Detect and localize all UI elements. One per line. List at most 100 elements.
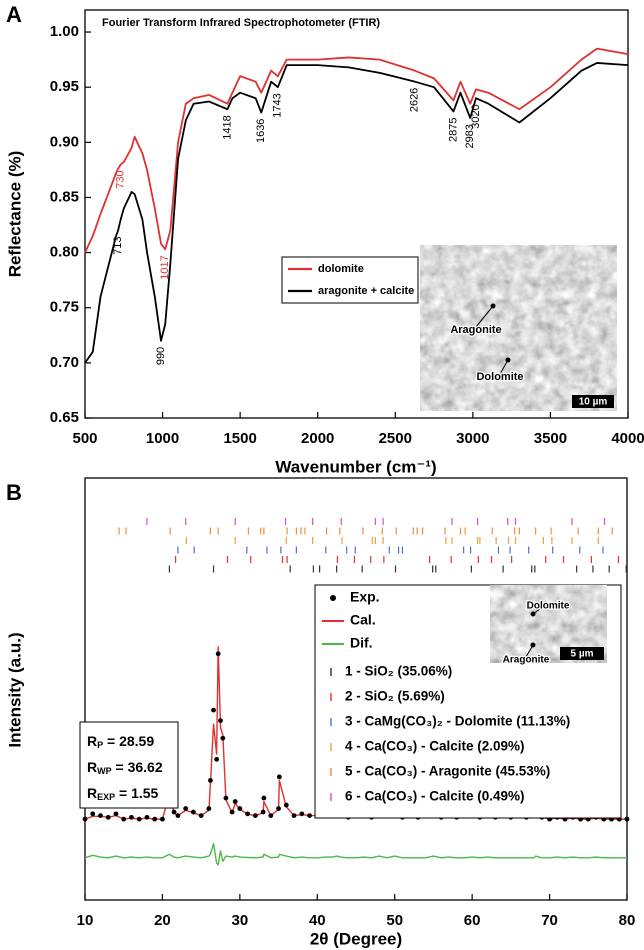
legend-label: Dif. bbox=[350, 635, 373, 651]
annotation: 1743 bbox=[272, 93, 284, 117]
x-tick-label: 60 bbox=[464, 912, 481, 929]
scale-bar-box bbox=[560, 647, 604, 660]
stat-value: = 28.59 bbox=[103, 733, 154, 749]
stat-subscript: P bbox=[97, 740, 103, 750]
sem-image bbox=[419, 244, 618, 412]
stat-value: = 1.55 bbox=[115, 785, 158, 801]
data-line bbox=[84, 843, 627, 866]
x-tick-label: 1000 bbox=[146, 430, 179, 447]
x-axis-label: 2θ (Degree) bbox=[310, 929, 402, 948]
data-point bbox=[245, 811, 251, 817]
data-point bbox=[283, 802, 289, 808]
annotation: 713 bbox=[112, 237, 124, 255]
data-point bbox=[152, 816, 158, 822]
legend-swatch bbox=[330, 595, 336, 601]
x-tick-label: 3500 bbox=[534, 430, 567, 447]
stats-box bbox=[79, 721, 179, 809]
x-tick-label: 50 bbox=[386, 912, 403, 929]
data-point bbox=[136, 816, 142, 822]
data-point bbox=[237, 806, 243, 811]
y-tick-label: 0.85 bbox=[50, 188, 79, 205]
data-point bbox=[208, 778, 213, 783]
y-tick-label: 0.80 bbox=[50, 244, 79, 261]
data-point bbox=[215, 651, 221, 657]
annotation: 2626 bbox=[409, 88, 421, 112]
stat: RP = 28.59 bbox=[87, 733, 154, 751]
annotation: 1636 bbox=[255, 119, 267, 143]
data-line bbox=[84, 47, 629, 253]
data-point bbox=[220, 735, 226, 741]
data-point bbox=[82, 816, 88, 822]
data-point bbox=[268, 813, 274, 818]
data-point bbox=[90, 811, 96, 817]
data-point bbox=[223, 795, 229, 801]
legend-label: Exp. bbox=[350, 589, 380, 605]
y-tick-label: 0.65 bbox=[50, 409, 79, 426]
plot-frame bbox=[84, 477, 628, 901]
legend-label: dolomite bbox=[318, 263, 364, 275]
data-point bbox=[276, 806, 281, 811]
data-point bbox=[218, 718, 223, 724]
scale-bar-label: 10 µm bbox=[579, 397, 608, 408]
stat-symbol: R bbox=[87, 759, 97, 775]
legend-label: 1 - SiO₂ (35.06%) bbox=[345, 664, 452, 679]
y-tick-label: 0.90 bbox=[50, 133, 79, 150]
annotation: 1418 bbox=[221, 115, 233, 139]
annotation: 730 bbox=[115, 170, 127, 188]
x-tick-label: 30 bbox=[232, 912, 249, 929]
y-axis-label: Intensity (a.u.) bbox=[5, 632, 24, 747]
legend-label: 6 - Ca(CO₃) - Calcite (0.49%) bbox=[345, 789, 525, 804]
x-tick-label: 70 bbox=[541, 912, 558, 929]
chart-title: Fourier Transform Infrared Spectrophotom… bbox=[102, 17, 380, 29]
pointer bbox=[499, 359, 509, 375]
inset-label: Dolomite bbox=[476, 371, 523, 383]
x-tick-label: 3000 bbox=[456, 430, 489, 447]
data-point bbox=[307, 813, 312, 818]
y-axis-label: Reflectance (%) bbox=[5, 151, 24, 278]
x-tick-label: 20 bbox=[154, 912, 171, 929]
x-tick-label: 10 bbox=[77, 912, 94, 929]
data-point bbox=[291, 813, 297, 818]
scale-bar-label: 5 µm bbox=[571, 649, 594, 660]
annotation: 3020 bbox=[470, 104, 482, 128]
pointer-dot bbox=[530, 642, 536, 648]
data-point bbox=[144, 814, 150, 820]
x-tick-label: 40 bbox=[309, 912, 326, 929]
legend-label: 2 - SiO₂ (5.69%) bbox=[345, 689, 445, 704]
x-tick-label: 4000 bbox=[611, 430, 644, 447]
legend-label: aragonite + calcite bbox=[318, 285, 414, 297]
pointer-dot bbox=[505, 357, 511, 363]
y-tick-label: 0.95 bbox=[50, 78, 79, 95]
data-point bbox=[252, 813, 258, 818]
y-tick-label: 0.70 bbox=[50, 354, 79, 371]
data-point bbox=[624, 816, 630, 822]
x-tick-label: 500 bbox=[72, 430, 97, 447]
data-point bbox=[191, 809, 196, 815]
data-point bbox=[175, 813, 181, 818]
data-point bbox=[211, 707, 216, 713]
data-point bbox=[183, 806, 189, 811]
annotation: 990 bbox=[155, 347, 167, 365]
data-point bbox=[232, 799, 238, 804]
legend-label: 5 - Ca(CO₃) - Aragonite (45.53%) bbox=[345, 764, 550, 779]
x-axis-label: Wavenumber (cm⁻¹) bbox=[275, 457, 436, 476]
y-tick-label: 1.00 bbox=[50, 23, 79, 40]
y-tick-label: 0.75 bbox=[50, 299, 79, 316]
stat-subscript: WP bbox=[97, 766, 112, 776]
inset-label: Dolomite bbox=[527, 601, 570, 612]
pointer bbox=[475, 305, 494, 328]
inset-label: Aragonite bbox=[450, 324, 501, 336]
legend-label: 3 - CaMg(CO₃)₂ - Dolomite (11.13%) bbox=[345, 714, 570, 729]
data-point bbox=[206, 806, 212, 811]
data-point bbox=[229, 809, 235, 815]
stat-symbol: R bbox=[87, 733, 97, 749]
pointer bbox=[532, 602, 549, 615]
data-line bbox=[84, 62, 629, 364]
data-point bbox=[214, 756, 220, 762]
legend-label: Cal. bbox=[350, 612, 376, 628]
data-point bbox=[129, 814, 134, 820]
plot-frame bbox=[84, 9, 629, 419]
data-point bbox=[105, 814, 111, 820]
data-point bbox=[113, 811, 119, 817]
